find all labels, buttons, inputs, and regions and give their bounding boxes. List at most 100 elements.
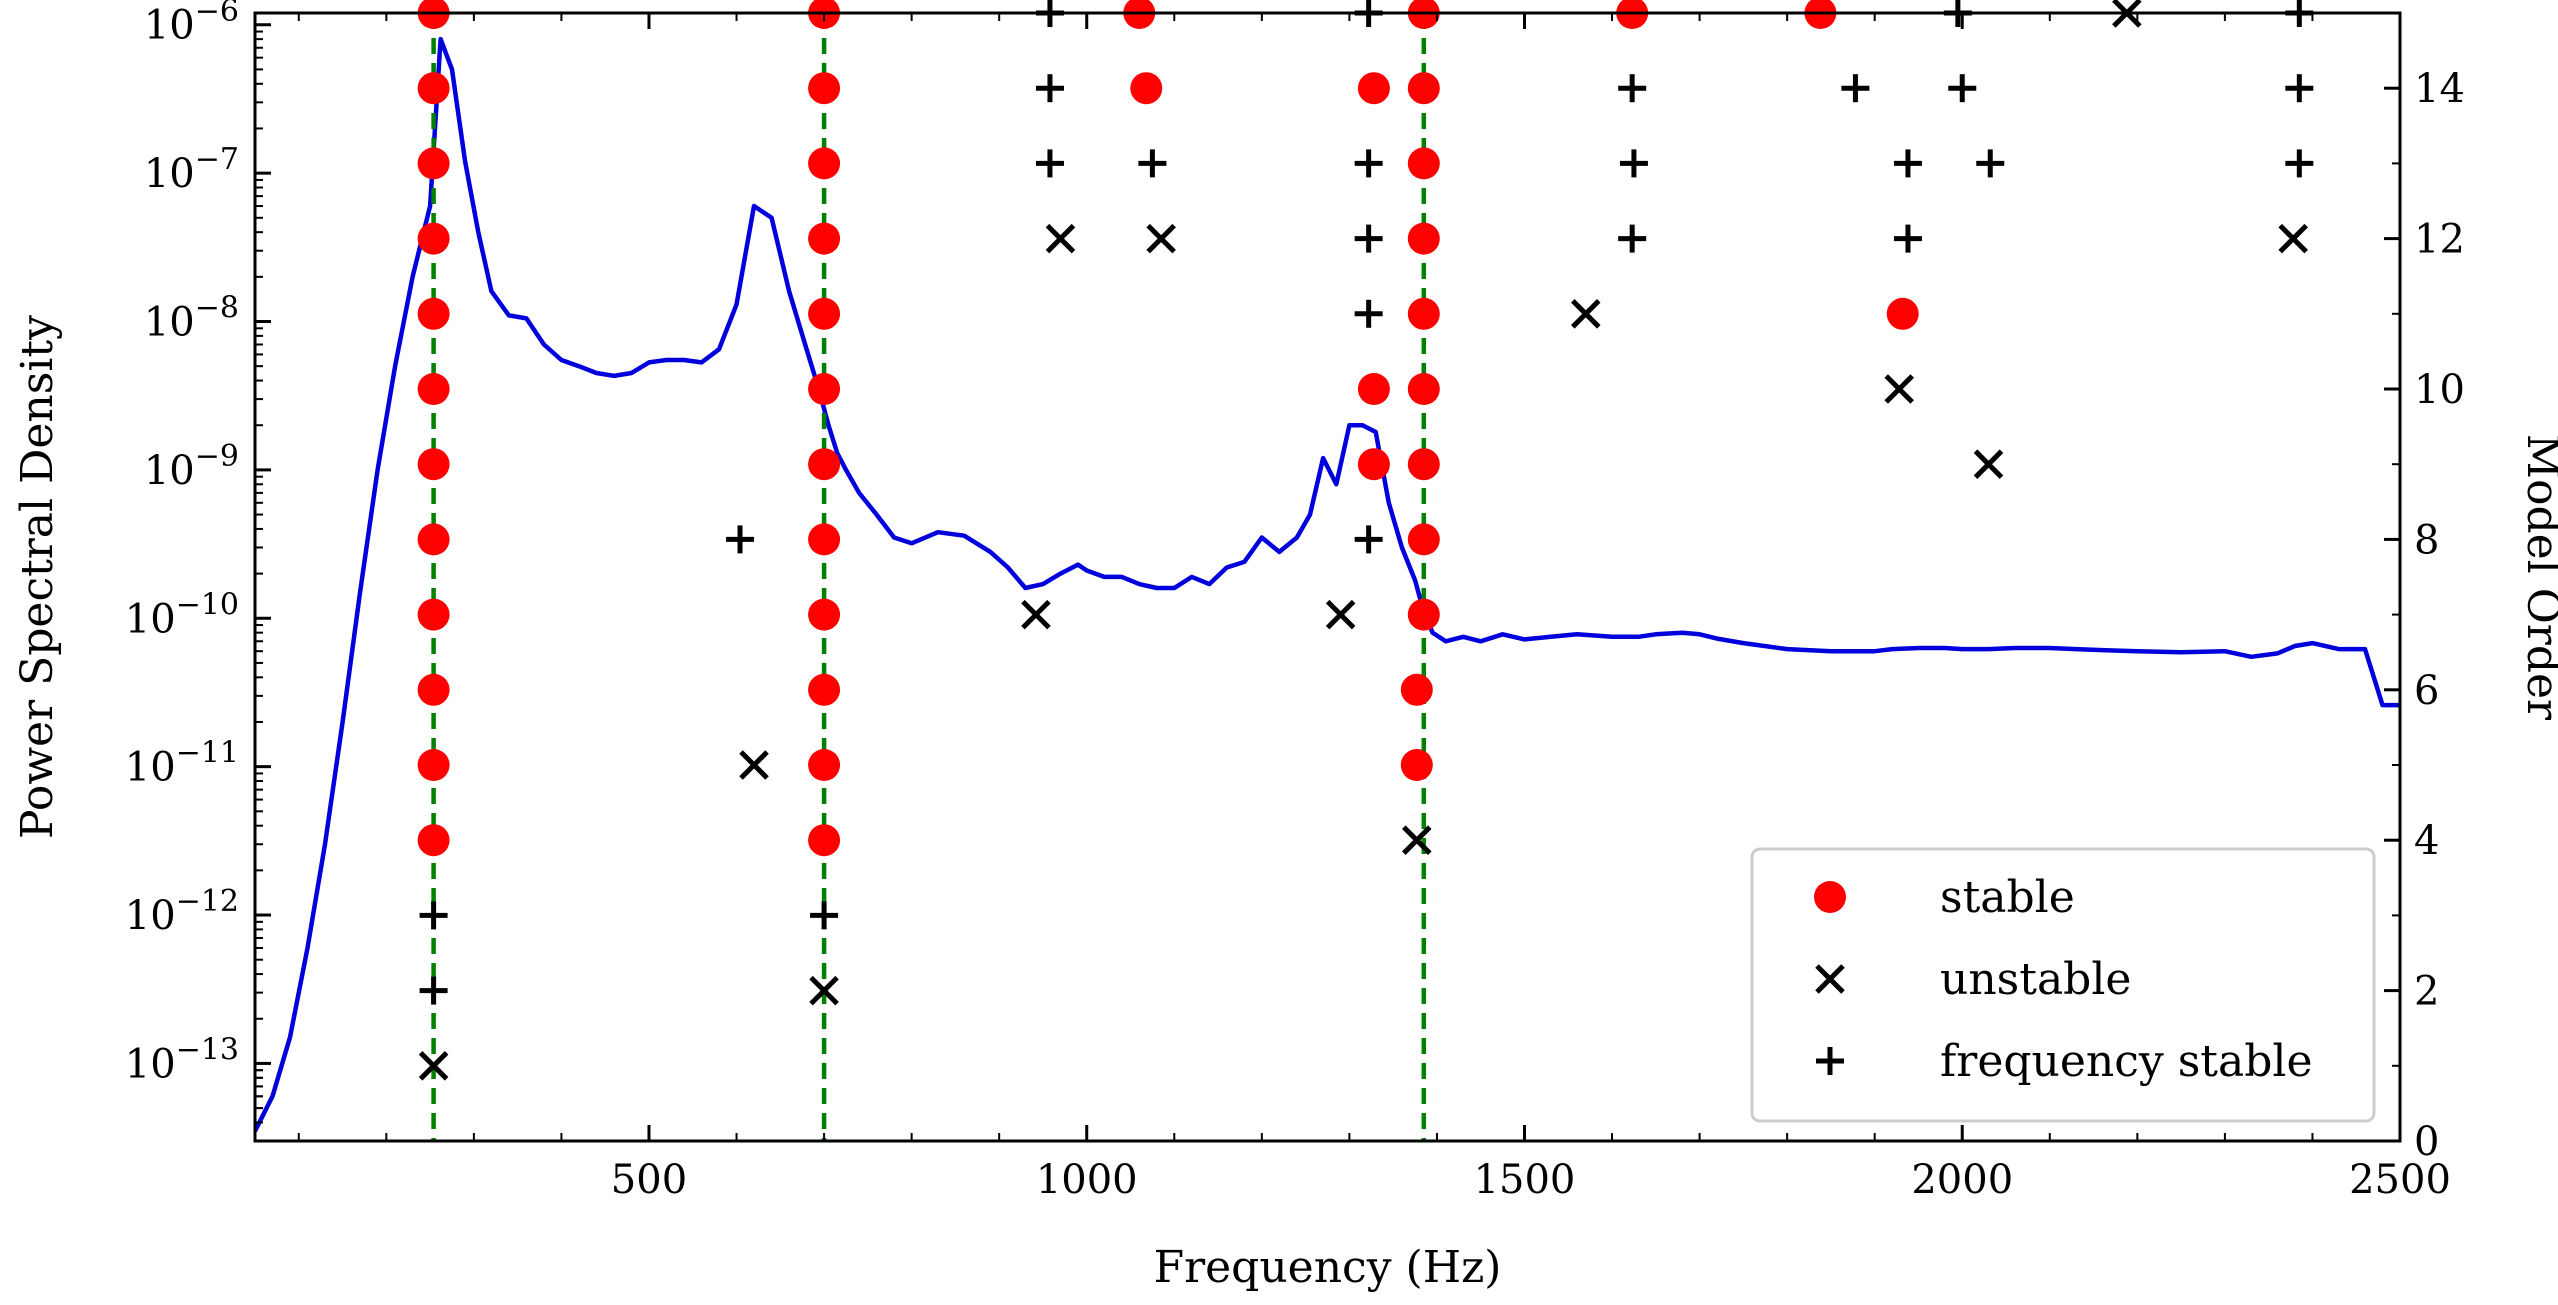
unstable-point-5 xyxy=(1146,223,1176,254)
stable-point-34 xyxy=(1407,373,1440,405)
stable-point-3 xyxy=(417,222,450,255)
legend-box xyxy=(1750,847,2376,1123)
stable-point-25 xyxy=(1130,72,1163,105)
stable-point-32 xyxy=(1407,222,1440,255)
unstable-point-9 xyxy=(1884,374,1914,404)
stable-point-22 xyxy=(808,749,841,781)
y-right-tick-label: 0 xyxy=(2414,1119,2439,1165)
series-unstable xyxy=(418,0,2308,1081)
freq_stable-point-19 xyxy=(1893,149,1922,178)
stable-point-35 xyxy=(1407,448,1440,481)
y-right-tick-label: 4 xyxy=(2414,818,2439,864)
legend-marker-stable xyxy=(1814,881,1846,913)
unstable-point-4 xyxy=(1045,223,1076,254)
y-right-tick-label: 6 xyxy=(2414,668,2439,714)
stable-point-8 xyxy=(417,598,450,631)
stable-point-20 xyxy=(808,598,841,631)
series-freq_stable xyxy=(419,0,2314,1005)
stable-point-33 xyxy=(1407,297,1440,330)
freq_stable-point-20 xyxy=(1976,149,2005,178)
axes-layer: 500 1000 1500 2000 2500 10−6 10−7 10−8 10−9 10−10… xyxy=(12,0,2558,1293)
stable-point-1 xyxy=(417,72,450,105)
stable-point-27 xyxy=(1357,373,1390,405)
y-left-tick-label: 10−10 xyxy=(125,587,239,642)
stable-point-31 xyxy=(1407,147,1440,180)
stable-point-2 xyxy=(417,147,450,180)
freq_stable-point-12 xyxy=(1354,525,1383,554)
unstable-point-3 xyxy=(1021,599,1051,630)
legend-marker-unstable xyxy=(1815,964,1845,994)
stable-point-23 xyxy=(808,824,841,857)
x-tick-label: 1000 xyxy=(1036,1157,1138,1203)
freq_stable-point-2 xyxy=(810,901,839,930)
y-left-tick-label: 10−9 xyxy=(144,439,239,494)
unstable-point-0 xyxy=(418,1051,449,1081)
plot-frame xyxy=(253,11,2402,1143)
y-right-tick-label: 2 xyxy=(2414,969,2439,1015)
stable-point-7 xyxy=(417,523,450,556)
x-tick-label: 2500 xyxy=(2349,1157,2451,1203)
unstable-point-8 xyxy=(1571,299,1601,329)
unstable-point-12 xyxy=(2278,223,2308,254)
stable-point-37 xyxy=(1407,598,1440,631)
freq_stable-point-13 xyxy=(1618,74,1647,103)
unstable-point-10 xyxy=(1973,449,2004,479)
unstable-point-6 xyxy=(1325,599,1356,630)
freq_stable-point-5 xyxy=(1035,74,1064,103)
y-right-tick-label: 12 xyxy=(2414,217,2465,263)
y-left-tick-label: 10−11 xyxy=(125,736,239,791)
stable-point-38 xyxy=(1400,673,1433,706)
y-left-tick-label: 10−13 xyxy=(125,1032,239,1087)
plot-area xyxy=(255,13,2400,1141)
freq_stable-point-14 xyxy=(1619,149,1648,178)
freq_stable-point-9 xyxy=(1354,149,1383,178)
stable-point-18 xyxy=(808,448,841,481)
y-right-tick-label: 10 xyxy=(2414,367,2465,413)
x-tick-label: 2000 xyxy=(1911,1157,2013,1203)
freq_stable-point-6 xyxy=(1035,149,1064,178)
y-right-axis-label: Model Order xyxy=(2517,434,2558,721)
freq_stable-point-1 xyxy=(419,976,448,1005)
x-tick-label: 500 xyxy=(611,1157,687,1203)
stable-point-5 xyxy=(417,373,450,405)
unstable-point-7 xyxy=(1402,825,1432,855)
y-left-tick-label: 10−12 xyxy=(125,884,239,939)
stable-point-36 xyxy=(1407,523,1440,556)
legend-marker-freq_stable xyxy=(1816,1047,1844,1075)
stable-point-42 xyxy=(1886,297,1919,330)
y-left-tick-label: 10−7 xyxy=(144,142,239,197)
freq_stable-point-0 xyxy=(419,901,448,930)
freq_stable-point-10 xyxy=(1354,224,1383,253)
y-right-tick-label: 14 xyxy=(2414,66,2465,112)
legend: stable unstable frequency stable xyxy=(1750,847,2376,1123)
stable-point-6 xyxy=(417,448,450,481)
stable-point-11 xyxy=(417,824,450,857)
unstable-point-2 xyxy=(739,750,769,780)
stable-point-21 xyxy=(808,673,841,706)
y-left-tick-label: 10−8 xyxy=(144,291,239,346)
stable-point-39 xyxy=(1400,749,1433,781)
stable-point-16 xyxy=(808,297,841,330)
freq_stable-point-15 xyxy=(1618,224,1647,253)
stable-point-28 xyxy=(1357,448,1390,481)
stable-point-26 xyxy=(1357,72,1390,105)
legend-label: stable xyxy=(1940,872,2075,923)
stable-point-13 xyxy=(808,72,841,105)
freq_stable-point-23 xyxy=(2285,74,2314,103)
freq_stable-point-24 xyxy=(2285,149,2314,178)
stable-point-9 xyxy=(417,673,450,706)
freq_stable-point-11 xyxy=(1354,299,1383,328)
unstable-point-1 xyxy=(809,975,839,1006)
freq_stable-point-7 xyxy=(1138,149,1167,178)
legend-label: unstable xyxy=(1940,954,2131,1005)
freq_stable-point-21 xyxy=(1893,224,1922,253)
psd-line xyxy=(255,36,2400,1133)
y-left-tick-label: 10−6 xyxy=(144,0,239,49)
x-axis-label: Frequency (Hz) xyxy=(1154,1242,1502,1293)
y-right-tick-label: 8 xyxy=(2414,517,2439,563)
freq_stable-point-18 xyxy=(1948,74,1977,103)
stable-point-10 xyxy=(417,749,450,781)
stable-point-15 xyxy=(808,222,841,255)
freq_stable-point-16 xyxy=(1841,74,1870,103)
stable-point-17 xyxy=(808,373,841,405)
